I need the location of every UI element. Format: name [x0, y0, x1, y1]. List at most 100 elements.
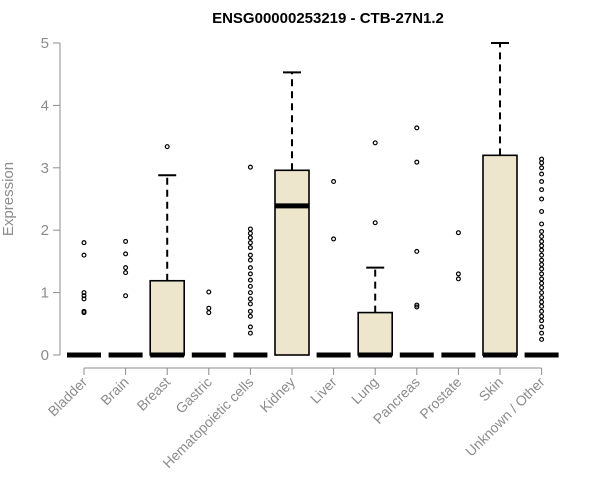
x-tick-label-6: Liver — [307, 374, 340, 407]
outlier-11-20 — [539, 238, 545, 244]
x-tick-label-9: Prostate — [416, 374, 464, 422]
outlier-4-16 — [247, 230, 253, 236]
outlier-4-3 — [247, 308, 253, 314]
outlier-4-11 — [247, 257, 253, 263]
box-group-4 — [233, 164, 268, 358]
outlier-9-0 — [455, 276, 461, 282]
outlier-1-4 — [123, 238, 129, 244]
box-group-5 — [274, 71, 310, 356]
box-group-3 — [191, 289, 226, 358]
x-tick-label-10: Skin — [476, 374, 507, 405]
x-tick-label-1: Brain — [97, 374, 131, 408]
outlier-4-0 — [247, 330, 253, 336]
outlier-11-25 — [539, 196, 545, 202]
y-axis: 0 1 2 3 4 5 — [41, 35, 61, 364]
outlier-8-4 — [414, 125, 420, 131]
y-tick-label-5: 5 — [41, 35, 49, 52]
x-tick-label-7: Lung — [348, 374, 381, 407]
outlier-11-11 — [539, 280, 545, 286]
outlier-1-1 — [123, 270, 129, 276]
box-group-9 — [441, 230, 476, 358]
outlier-11-9 — [539, 290, 545, 296]
outlier-0-5 — [81, 252, 87, 258]
outlier-3-1 — [206, 305, 212, 311]
outlier-11-22 — [539, 228, 545, 234]
outlier-11-12 — [539, 276, 545, 282]
box-group-0 — [67, 240, 101, 358]
box-group-6 — [316, 179, 351, 358]
outlier-6-1 — [331, 179, 337, 185]
outlier-11-5 — [539, 308, 545, 314]
outlier-0-2 — [81, 296, 87, 302]
box-5 — [274, 169, 310, 356]
box-2 — [149, 279, 185, 356]
outlier-4-15 — [247, 235, 253, 241]
outlier-11-6 — [539, 303, 545, 309]
outlier-11-8 — [539, 295, 545, 301]
outlier-11-15 — [539, 262, 545, 268]
outlier-0-6 — [81, 240, 87, 246]
outlier-4-2 — [247, 313, 253, 319]
outlier-4-1 — [247, 324, 253, 330]
outlier-4-10 — [247, 265, 253, 271]
outlier-8-2 — [414, 248, 420, 254]
y-tick-label-1: 1 — [41, 285, 49, 302]
outlier-8-1 — [414, 302, 420, 308]
outlier-9-1 — [455, 271, 461, 277]
outlier-4-5 — [247, 296, 253, 302]
x-tick-label-2: Breast — [133, 374, 173, 414]
outlier-11-19 — [539, 243, 545, 249]
outlier-1-0 — [123, 293, 129, 299]
outlier-11-10 — [539, 285, 545, 291]
outlier-11-3 — [539, 318, 545, 324]
outlier-4-17 — [247, 226, 253, 232]
box-10 — [482, 154, 518, 356]
y-tick-label-4: 4 — [41, 97, 49, 114]
box-group-1 — [108, 238, 143, 358]
outlier-0-4 — [81, 290, 87, 296]
outlier-11-21 — [539, 233, 545, 239]
outlier-0-1 — [81, 308, 87, 314]
y-tick-label-3: 3 — [41, 160, 49, 177]
x-tick-label-5: Kidney — [257, 374, 299, 416]
outlier-8-0 — [414, 304, 420, 310]
outlier-11-23 — [539, 221, 545, 227]
outlier-11-31 — [539, 156, 545, 162]
box-group-8 — [399, 125, 434, 358]
outlier-4-7 — [247, 283, 253, 289]
box-7 — [357, 311, 394, 356]
box-group-10 — [482, 42, 518, 358]
x-tick-label-0: Bladder — [45, 374, 91, 420]
outlier-4-8 — [247, 277, 253, 283]
outlier-11-26 — [539, 187, 545, 193]
outlier-11-14 — [539, 266, 545, 272]
y-tick-label-0: 0 — [41, 347, 49, 364]
outlier-11-16 — [539, 257, 545, 263]
outlier-7-1 — [372, 140, 378, 146]
outlier-4-18 — [247, 164, 253, 170]
outlier-1-3 — [123, 251, 129, 257]
outlier-3-2 — [206, 289, 212, 295]
y-axis-label: Expression — [0, 162, 17, 236]
outlier-4-6 — [247, 290, 253, 296]
outlier-8-3 — [414, 159, 420, 165]
outlier-6-0 — [331, 236, 337, 242]
outlier-4-4 — [247, 301, 253, 307]
outlier-11-18 — [539, 247, 545, 253]
outlier-2-0 — [164, 144, 170, 150]
outlier-11-29 — [539, 165, 545, 171]
outlier-9-2 — [455, 230, 461, 236]
outlier-7-0 — [372, 220, 378, 226]
outlier-11-13 — [539, 271, 545, 277]
outlier-4-13 — [247, 245, 253, 251]
outlier-0-3 — [81, 293, 87, 299]
outlier-3-0 — [206, 310, 212, 316]
outlier-4-9 — [247, 271, 253, 277]
outlier-1-2 — [123, 265, 129, 271]
box-group-2 — [149, 144, 185, 358]
outlier-11-7 — [539, 299, 545, 305]
outlier-4-14 — [247, 240, 253, 246]
x-tick-label-11: Unknown / Other — [462, 374, 548, 460]
